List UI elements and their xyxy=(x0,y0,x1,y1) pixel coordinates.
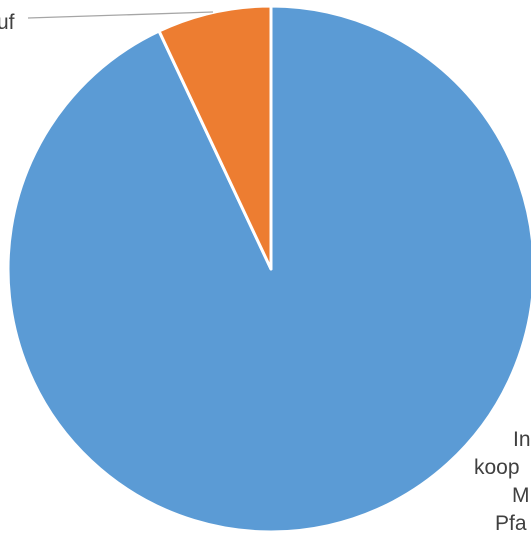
slice-label-1-line-3: M xyxy=(512,484,530,507)
slice-label-1: In koop M Pfa xyxy=(474,428,531,533)
slice-label-1-line-2: koop xyxy=(474,456,520,479)
pie-slice-2 xyxy=(157,4,273,271)
slice-label-2-line-1: uf xyxy=(0,11,15,34)
slice-label-1-line-4: Pfa xyxy=(495,512,527,533)
pie-slices xyxy=(6,4,531,533)
slice-label-2: uf xyxy=(0,11,15,34)
leader-line-slice-2 xyxy=(27,11,214,19)
slice-label-1-line-1: In xyxy=(513,428,531,451)
